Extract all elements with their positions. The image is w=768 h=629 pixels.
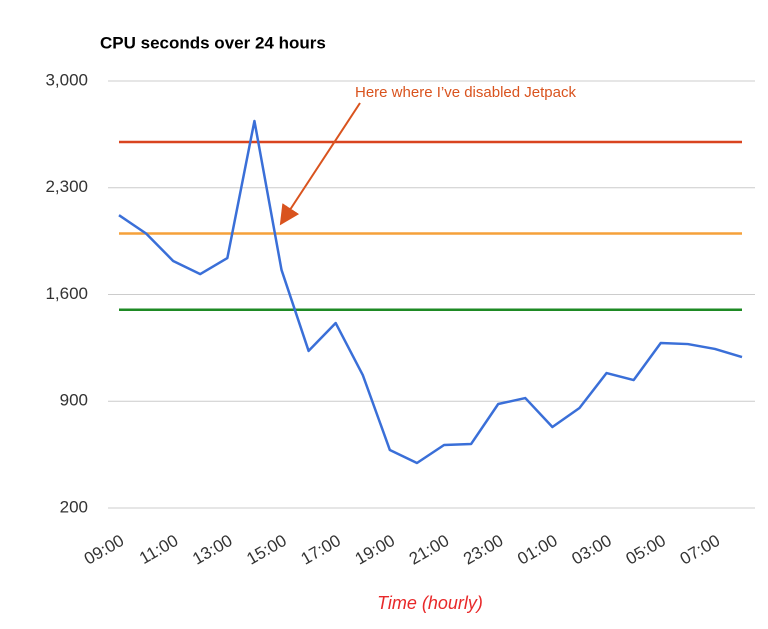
y-tick-label: 900 (60, 391, 88, 410)
x-tick-label: 19:00 (352, 531, 398, 569)
x-tick-label: 03:00 (568, 531, 614, 569)
y-tick-label: 200 (60, 497, 88, 516)
x-tick-label: 01:00 (514, 531, 560, 569)
x-tick-label: 15:00 (243, 531, 289, 569)
x-tick-label: 13:00 (189, 531, 235, 569)
annotation-arrow (279, 102, 361, 226)
x-axis-label: Time (hourly) (377, 593, 483, 613)
y-tick-label: 3,000 (45, 70, 88, 89)
x-tick-label: 09:00 (81, 531, 127, 569)
annotation: Here where I’ve disabled Jetpack (355, 84, 576, 101)
x-tick-label: 07:00 (677, 531, 723, 569)
y-tick-label: 1,600 (45, 284, 88, 303)
y-tick-label: 2,300 (45, 177, 88, 196)
x-tick-label: 17:00 (298, 531, 344, 569)
x-tick-label: 23:00 (460, 531, 506, 569)
data-line (118, 119, 743, 465)
x-tick-label: 11:00 (136, 531, 181, 568)
x-tick-label: 05:00 (623, 531, 669, 569)
chart-title: CPU seconds over 24 hours (100, 33, 326, 52)
x-tick-label: 21:00 (406, 531, 452, 569)
